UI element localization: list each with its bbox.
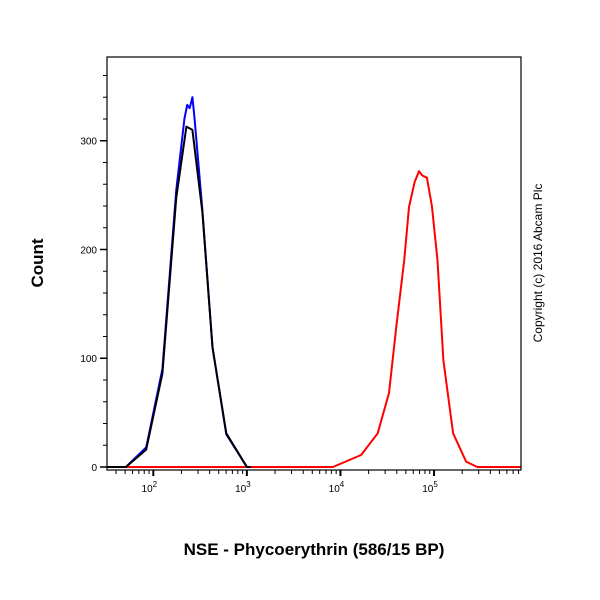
series-layer [107, 96, 521, 468]
y-axis-label: Count [28, 238, 47, 287]
y-tick-label: 200 [80, 245, 97, 256]
x-tick-label: 105 [422, 480, 438, 495]
x-tick-label: 102 [142, 480, 158, 495]
y-tick-label: 100 [80, 354, 97, 365]
y-tick-label: 0 [91, 463, 97, 474]
x-tick-label: 104 [329, 480, 345, 495]
series-line-0 [107, 170, 521, 468]
x-axis-label: NSE - Phycoerythrin (586/15 BP) [184, 540, 445, 559]
x-tick-label: 103 [235, 480, 251, 495]
series-line-1 [107, 96, 251, 468]
series-line-2 [107, 125, 251, 468]
copyright-annotation: Copyright (c) 2016 Abcam Plc [531, 184, 545, 343]
axes-layer: 102 103 104 105 0 100 200 300 [80, 74, 520, 495]
plot-frame [106, 56, 522, 471]
y-tick-label: 300 [80, 137, 97, 148]
